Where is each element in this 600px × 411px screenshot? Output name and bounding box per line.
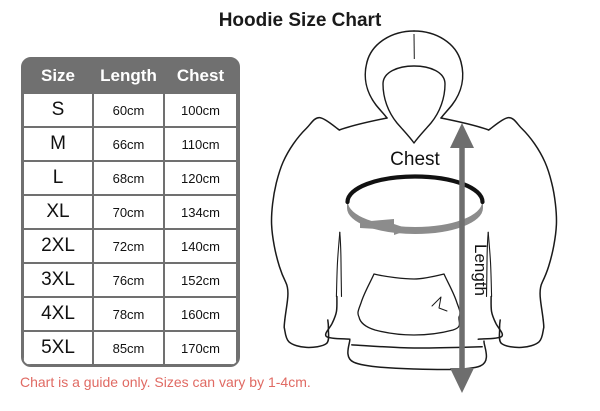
svg-text:Length: Length — [471, 244, 490, 296]
svg-text:Chest: Chest — [390, 149, 440, 170]
